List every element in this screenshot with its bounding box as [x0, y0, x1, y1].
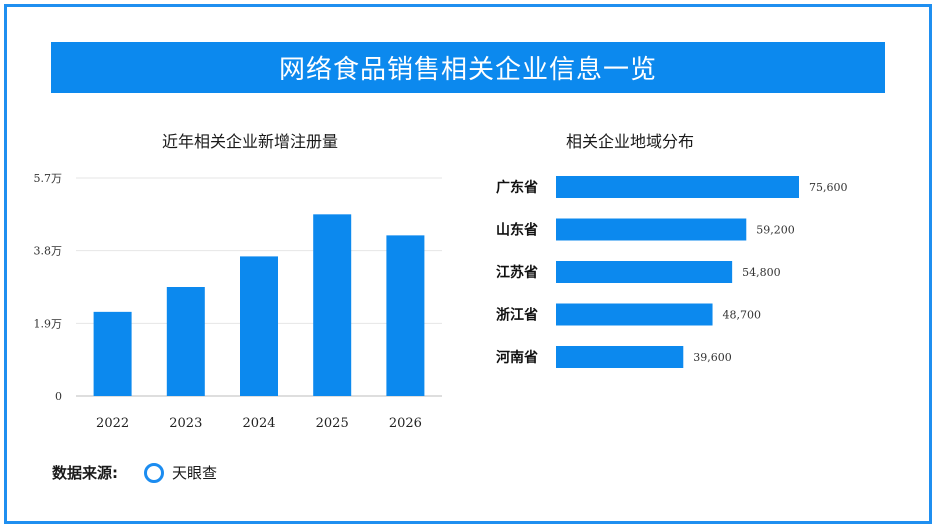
- x-tick-label: 2023: [169, 416, 202, 431]
- bar: [556, 346, 684, 368]
- page-title: 网络食品销售相关企业信息一览: [51, 42, 885, 93]
- bar: [556, 176, 799, 198]
- region-label: 广东省: [496, 179, 538, 196]
- region-label: 河南省: [496, 349, 538, 366]
- x-tick-label: 2025: [316, 416, 349, 431]
- source-label: 数据来源:: [52, 464, 118, 482]
- x-tick-label: 2022: [96, 416, 129, 431]
- y-tick-label: 3.8万: [34, 245, 63, 258]
- bar: [556, 261, 733, 283]
- y-tick-label: 1.9万: [34, 317, 63, 330]
- value-label: 48,700: [723, 309, 762, 322]
- bar: [240, 256, 278, 396]
- bar: [93, 311, 132, 396]
- bar: [386, 235, 425, 396]
- region-bar-chart: 广东省 75,600 山东省 59,200 江苏省 54,800 浙江省 48,700 河南省 3…: [496, 176, 848, 368]
- ring-logo-icon: [144, 462, 164, 483]
- value-label: 54,800: [742, 266, 781, 279]
- value-label: 75,600: [809, 181, 848, 194]
- right-chart-title: 相关企业地域分布: [565, 132, 694, 151]
- outer-frame: [4, 4, 932, 524]
- left-chart-title: 近年相关企业新增注册量: [161, 132, 338, 151]
- registration-bar-chart: 0 1.9万 3.8万 5.7万 2022 2023 2024 2025 2026: [34, 172, 442, 431]
- region-label: 浙江省: [496, 307, 538, 324]
- x-tick-label: 2024: [242, 416, 275, 431]
- bar: [556, 303, 713, 326]
- bar: [313, 214, 352, 396]
- x-tick-label: 2026: [389, 416, 422, 431]
- value-label: 59,200: [756, 224, 795, 237]
- bar: [556, 218, 747, 241]
- y-tick-label: 5.7万: [34, 172, 63, 185]
- data-source: 数据来源: 天眼查: [52, 462, 217, 483]
- region-label: 江苏省: [496, 264, 538, 281]
- region-label: 山东省: [496, 222, 538, 239]
- value-label: 39,600: [693, 351, 732, 364]
- y-tick-label: 0: [55, 390, 62, 403]
- source-name: 天眼查: [172, 464, 218, 482]
- bar: [166, 287, 205, 396]
